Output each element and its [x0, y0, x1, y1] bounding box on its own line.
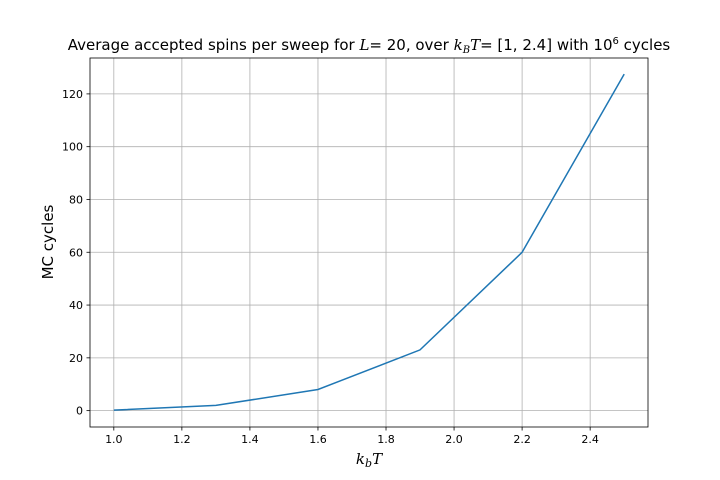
- x-tick-label: 1.4: [241, 433, 259, 446]
- x-tick-label: 2.0: [445, 433, 463, 446]
- x-tick-label: 1.0: [105, 433, 123, 446]
- y-tick-label: 40: [69, 299, 83, 312]
- chart-title: Average accepted spins per sweep for L= …: [68, 36, 671, 56]
- plot-frame: [89, 57, 649, 428]
- y-tick-label: 20: [69, 352, 83, 365]
- y-tick-label: 0: [76, 405, 83, 418]
- x-tick-label: 1.2: [173, 433, 191, 446]
- x-tick-label: 2.2: [513, 433, 531, 446]
- y-axis-ticks: 0 20 40 60 80 100 120: [62, 88, 90, 418]
- gridlines: [90, 58, 648, 427]
- x-tick-label: 1.6: [309, 433, 327, 446]
- y-tick-label: 120: [62, 88, 83, 101]
- y-tick-label: 80: [69, 193, 83, 206]
- x-tick-label: 1.8: [377, 433, 395, 446]
- y-tick-label: 60: [69, 246, 83, 259]
- x-axis-label: kbT: [356, 450, 383, 470]
- y-tick-label: 100: [62, 141, 83, 154]
- x-axis-ticks: 1.0 1.2 1.4 1.6 1.8 2.0 2.2 2.4: [105, 427, 599, 446]
- x-tick-label: 2.4: [581, 433, 599, 446]
- y-axis-label: MC cycles: [39, 204, 57, 279]
- series-line: [113, 73, 625, 411]
